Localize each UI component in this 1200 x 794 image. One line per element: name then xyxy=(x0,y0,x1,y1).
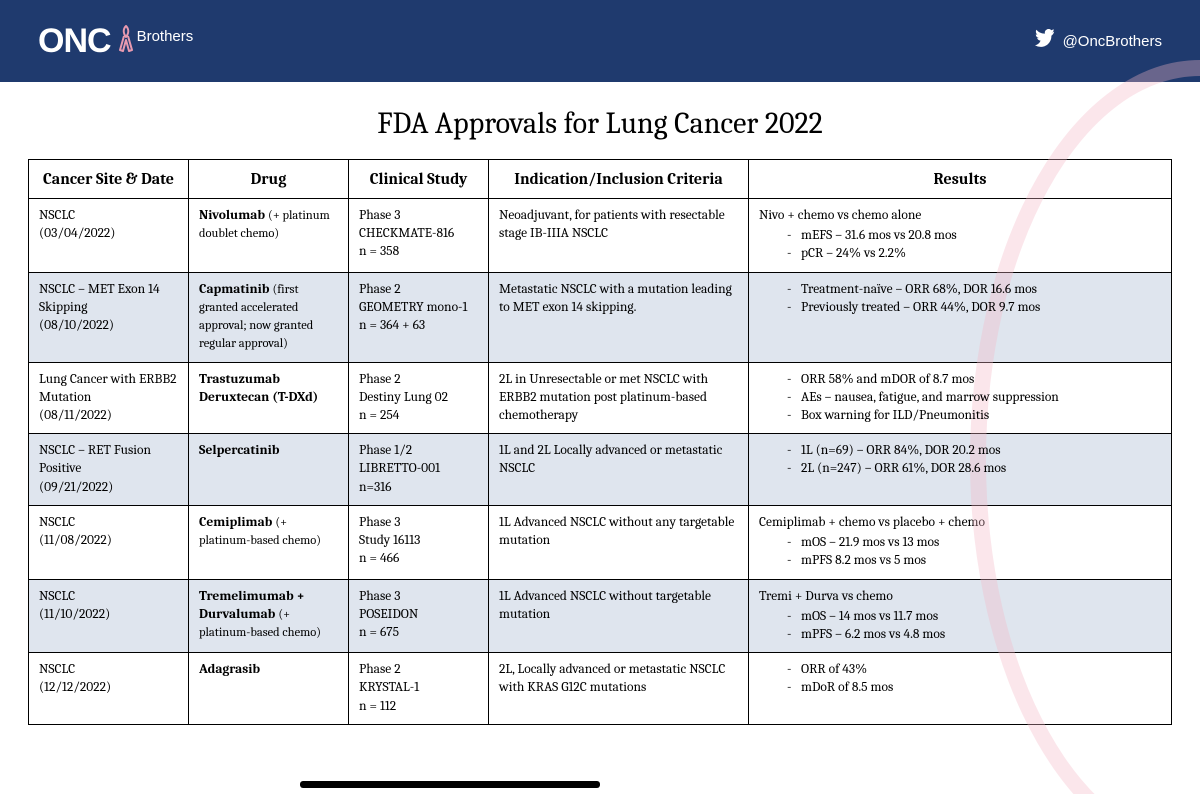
cell-study: Phase 1/2LIBRETTO-001n=316 xyxy=(349,434,489,506)
slide: ONC Brothers @OncBrothers FDA Approvals … xyxy=(0,0,1200,794)
cell-drug: Adagrasib xyxy=(189,653,349,725)
page-title: FDA Approvals for Lung Cancer 2022 xyxy=(0,106,1200,141)
cell-drug: Cemiplimab (+ platinum-based chemo) xyxy=(189,505,349,579)
cell-results: Nivo + chemo vs chemo alonemEFS – 31.6 m… xyxy=(749,199,1172,273)
cell-drug: Capmatinib (first granted accelerated ap… xyxy=(189,272,349,362)
cell-site-date: NSCLC(12/12/2022) xyxy=(29,653,189,725)
col-header: Indication/Inclusion Criteria xyxy=(489,160,749,199)
cell-drug: Nivolumab (+ platinum doublet chemo) xyxy=(189,199,349,273)
table-row: Lung Cancer with ERBB2 Mutation(08/11/20… xyxy=(29,362,1172,434)
twitter-handle: @OncBrothers xyxy=(1035,29,1162,53)
cell-site-date: NSCLC(03/04/2022) xyxy=(29,199,189,273)
scroll-indicator xyxy=(300,781,600,788)
cell-results: Treatment-naïve – ORR 68%, DOR 16.6 mosP… xyxy=(749,272,1172,362)
col-header: Results xyxy=(749,160,1172,199)
cell-study: Phase 2Destiny Lung 02n = 254 xyxy=(349,362,489,434)
cell-indication: 1L Advanced NSCLC without targetable mut… xyxy=(489,579,749,653)
table-row: NSCLC(03/04/2022)Nivolumab (+ platinum d… xyxy=(29,199,1172,273)
table-row: NSCLC – RET Fusion Positive(09/21/2022)S… xyxy=(29,434,1172,506)
logo-main-text: ONC xyxy=(38,22,111,61)
cell-site-date: NSCLC(11/10/2022) xyxy=(29,579,189,653)
cell-indication: 2L in Unresectable or met NSCLC with ERB… xyxy=(489,362,749,434)
cell-indication: 2L, Locally advanced or metastatic NSCLC… xyxy=(489,653,749,725)
table-header-row: Cancer Site & Date Drug Clinical Study I… xyxy=(29,160,1172,199)
table-row: NSCLC – MET Exon 14 Skipping(08/10/2022)… xyxy=(29,272,1172,362)
logo: ONC Brothers xyxy=(38,22,193,61)
cell-site-date: NSCLC – MET Exon 14 Skipping(08/10/2022) xyxy=(29,272,189,362)
cell-results: ORR 58% and mDOR of 8.7 mosAEs – nausea,… xyxy=(749,362,1172,434)
cell-drug: Tremelimumab + Durvalumab (+ platinum-ba… xyxy=(189,579,349,653)
cell-results: Tremi + Durva vs chemomOS – 14 mos vs 11… xyxy=(749,579,1172,653)
approvals-table: Cancer Site & Date Drug Clinical Study I… xyxy=(28,159,1172,725)
table-wrapper: Cancer Site & Date Drug Clinical Study I… xyxy=(0,159,1200,725)
cell-study: Phase 2GEOMETRY mono-1n = 364 + 63 xyxy=(349,272,489,362)
cell-indication: Metastatic NSCLC with a mutation leading… xyxy=(489,272,749,362)
cell-indication: 1L and 2L Locally advanced or metastatic… xyxy=(489,434,749,506)
cell-drug: Selpercatinib xyxy=(189,434,349,506)
cell-study: Phase 3CHECKMATE-816n = 358 xyxy=(349,199,489,273)
cell-study: Phase 3POSEIDONn = 675 xyxy=(349,579,489,653)
cell-indication: 1L Advanced NSCLC without any targetable… xyxy=(489,505,749,579)
col-header: Clinical Study xyxy=(349,160,489,199)
twitter-icon xyxy=(1035,29,1055,53)
logo-sub-text: Brothers xyxy=(137,28,194,45)
cell-results: 1L (n=69) – ORR 84%, DOR 20.2 mos2L (n=2… xyxy=(749,434,1172,506)
col-header: Drug xyxy=(189,160,349,199)
cell-study: Phase 3Study 16113n = 466 xyxy=(349,505,489,579)
cell-indication: Neoadjuvant, for patients with resectabl… xyxy=(489,199,749,273)
table-row: NSCLC(11/08/2022)Cemiplimab (+ platinum-… xyxy=(29,505,1172,579)
cell-study: Phase 2KRYSTAL-1n = 112 xyxy=(349,653,489,725)
table-row: NSCLC(12/12/2022)AdagrasibPhase 2KRYSTAL… xyxy=(29,653,1172,725)
cell-site-date: Lung Cancer with ERBB2 Mutation(08/11/20… xyxy=(29,362,189,434)
cell-site-date: NSCLC(11/08/2022) xyxy=(29,505,189,579)
cell-results: Cemiplimab + chemo vs placebo + chemomOS… xyxy=(749,505,1172,579)
twitter-text: @OncBrothers xyxy=(1063,33,1162,50)
table-row: NSCLC(11/10/2022)Tremelimumab + Durvalum… xyxy=(29,579,1172,653)
cell-results: ORR of 43%mDoR of 8.5 mos xyxy=(749,653,1172,725)
cell-drug: Trastuzumab Deruxtecan (T-DXd) xyxy=(189,362,349,434)
header-bar: ONC Brothers @OncBrothers xyxy=(0,0,1200,82)
col-header: Cancer Site & Date xyxy=(29,160,189,199)
cell-site-date: NSCLC – RET Fusion Positive(09/21/2022) xyxy=(29,434,189,506)
ribbon-icon xyxy=(117,24,135,58)
